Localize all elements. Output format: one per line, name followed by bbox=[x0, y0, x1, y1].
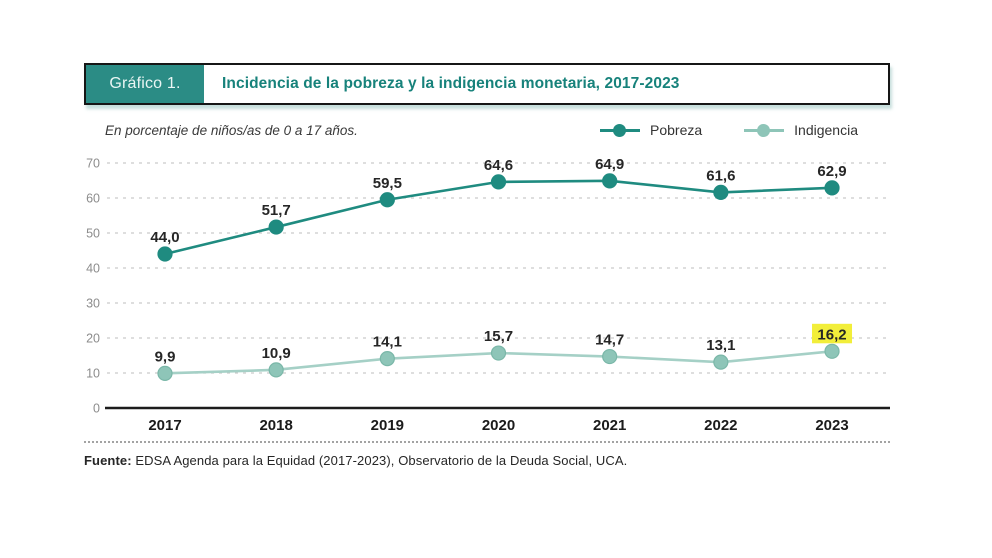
value-label-pobreza: 61,6 bbox=[706, 167, 735, 184]
page-title: Incidencia de la pobreza y la indigencia… bbox=[222, 75, 680, 92]
data-point-pobreza bbox=[490, 174, 507, 190]
chart-legend: Pobreza Indigencia bbox=[600, 122, 858, 138]
x-tick-label: 2018 bbox=[259, 417, 292, 434]
value-label-indigencia: 15,7 bbox=[484, 328, 513, 345]
legend-item-indigencia: Indigencia bbox=[744, 122, 858, 138]
x-tick-label: 2022 bbox=[704, 417, 737, 434]
data-point-indigencia bbox=[379, 351, 395, 367]
y-tick-label: 60 bbox=[86, 192, 100, 206]
source-label: Fuente: bbox=[84, 453, 132, 468]
y-tick-label: 50 bbox=[86, 227, 100, 241]
data-point-pobreza bbox=[157, 246, 173, 262]
chart-subtitle: En porcentaje de niños/as de 0 a 17 años… bbox=[105, 123, 358, 138]
data-point-indigencia bbox=[602, 348, 618, 365]
x-tick-label: 2021 bbox=[593, 417, 626, 434]
value-highlight bbox=[812, 323, 853, 344]
footer-divider bbox=[84, 441, 890, 443]
legend-label: Indigencia bbox=[794, 122, 858, 138]
x-tick-label: 2020 bbox=[482, 417, 515, 434]
value-label-indigencia: 16,2 bbox=[817, 326, 846, 343]
x-tick-label: 2017 bbox=[148, 417, 181, 434]
y-tick-label: 40 bbox=[86, 262, 100, 276]
data-point-pobreza bbox=[379, 192, 395, 208]
y-tick-label: 0 bbox=[93, 402, 100, 416]
value-label-pobreza: 64,9 bbox=[595, 156, 624, 173]
data-point-indigencia bbox=[713, 354, 729, 370]
value-label-indigencia: 9,9 bbox=[155, 348, 176, 365]
value-label-pobreza: 64,6 bbox=[484, 157, 513, 174]
legend-marker-icon bbox=[744, 123, 785, 137]
value-label-pobreza: 59,5 bbox=[373, 175, 402, 192]
data-point-pobreza bbox=[824, 180, 840, 196]
data-point-indigencia bbox=[268, 362, 284, 378]
source-note: Fuente: EDSA Agenda para la Equidad (201… bbox=[84, 453, 890, 468]
x-tick-label: 2019 bbox=[371, 417, 404, 434]
data-point-indigencia bbox=[157, 365, 173, 381]
value-label-pobreza: 51,7 bbox=[262, 202, 291, 219]
data-point-indigencia bbox=[824, 343, 840, 359]
data-point-pobreza bbox=[713, 184, 729, 200]
data-point-pobreza bbox=[268, 219, 284, 235]
value-label-indigencia: 14,1 bbox=[373, 334, 402, 351]
legend-marker-icon bbox=[600, 123, 640, 137]
data-point-pobreza bbox=[602, 173, 618, 189]
chart-tag: Gráfico 1. bbox=[86, 65, 204, 103]
data-point-indigencia bbox=[490, 345, 507, 361]
value-label-pobreza: 44,0 bbox=[150, 229, 179, 246]
chart-header: Gráfico 1. Incidencia de la pobreza y la… bbox=[84, 63, 890, 105]
x-tick-label: 2023 bbox=[815, 417, 848, 434]
legend-item-pobreza: Pobreza bbox=[600, 122, 702, 138]
y-tick-label: 70 bbox=[86, 157, 100, 171]
y-tick-label: 30 bbox=[86, 297, 100, 311]
y-tick-label: 20 bbox=[86, 332, 100, 346]
source-text: EDSA Agenda para la Equidad (2017-2023),… bbox=[135, 453, 628, 468]
legend-label: Pobreza bbox=[650, 122, 703, 138]
value-label-pobreza: 62,9 bbox=[817, 163, 846, 180]
value-label-indigencia: 10,9 bbox=[262, 345, 291, 362]
value-label-indigencia: 14,7 bbox=[595, 332, 624, 349]
y-tick-label: 10 bbox=[86, 367, 100, 381]
value-label-indigencia: 13,1 bbox=[706, 337, 735, 354]
